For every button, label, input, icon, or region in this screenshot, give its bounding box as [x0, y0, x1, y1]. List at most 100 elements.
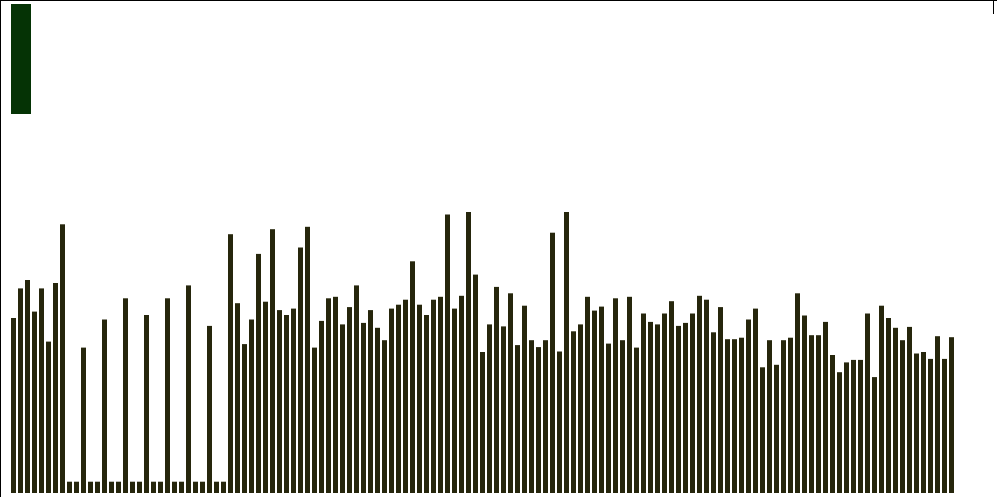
bar: [529, 340, 534, 493]
bar: [452, 308, 457, 493]
bar: [823, 321, 828, 493]
bar: [60, 224, 65, 494]
bar: [760, 367, 765, 493]
bar: [606, 343, 611, 493]
bar: [655, 324, 660, 493]
bar: [95, 481, 100, 493]
bar: [18, 288, 23, 493]
bar: [109, 481, 114, 493]
bar: [718, 307, 723, 493]
bar: [193, 481, 198, 493]
bar: [347, 307, 352, 493]
bar: [137, 481, 142, 493]
bar: [781, 340, 786, 493]
bar: [417, 304, 422, 493]
bar: [634, 347, 639, 493]
bar: [683, 322, 688, 493]
bar: [802, 315, 807, 493]
bar: [410, 261, 415, 493]
bar: [774, 364, 779, 493]
bar: [648, 321, 653, 493]
bar: [270, 229, 275, 493]
bar: [361, 322, 366, 493]
bar: [837, 372, 842, 493]
bar: [354, 285, 359, 493]
bar: [228, 234, 233, 493]
bar: [480, 352, 485, 493]
bar: [221, 481, 226, 493]
bar: [900, 340, 905, 493]
bar: [186, 285, 191, 493]
bar: [298, 247, 303, 493]
bar: [830, 355, 835, 493]
bar: [543, 340, 548, 493]
bar: [557, 351, 562, 493]
bar: [865, 313, 870, 493]
bar: [403, 299, 408, 493]
bar: [459, 295, 464, 493]
bar: [144, 315, 149, 493]
bar: [263, 301, 268, 493]
bar: [445, 214, 450, 493]
bar: [858, 359, 863, 493]
bar: [725, 339, 730, 493]
bar: [921, 352, 926, 493]
bar: [739, 337, 744, 493]
bar: [291, 308, 296, 493]
bar: [886, 318, 891, 493]
bar: [515, 345, 520, 493]
bar: [368, 310, 373, 493]
bar: [844, 362, 849, 493]
bar: [753, 308, 758, 493]
bar: [88, 481, 93, 493]
bar: [200, 481, 205, 493]
bar: [494, 286, 499, 493]
bar: [508, 293, 513, 493]
bar: [487, 324, 492, 493]
bar: [312, 347, 317, 493]
bar: [571, 331, 576, 493]
bar: [620, 340, 625, 493]
bar: [746, 319, 751, 493]
bar: [319, 320, 324, 493]
bar: [81, 347, 86, 493]
bar: [130, 481, 135, 493]
bar: [375, 327, 380, 493]
bar: [46, 341, 51, 493]
bar: [704, 299, 709, 493]
bar: [795, 293, 800, 493]
bar: [53, 283, 58, 493]
bar: [207, 325, 212, 493]
bar: [767, 340, 772, 493]
bar: [879, 305, 884, 493]
bar: [585, 296, 590, 493]
bar: [214, 481, 219, 493]
bar: [158, 481, 163, 493]
bar: [165, 298, 170, 493]
bar: [396, 304, 401, 493]
bar: [116, 481, 121, 493]
bar: [242, 344, 247, 493]
bar: [102, 319, 107, 493]
bar: [935, 336, 940, 493]
bar: [172, 481, 177, 493]
bar: [123, 298, 128, 493]
bar: [907, 326, 912, 493]
bar: [39, 288, 44, 493]
bar: [550, 232, 555, 493]
bar: [711, 332, 716, 493]
bar: [851, 359, 856, 493]
bar: [235, 303, 240, 493]
bar: [669, 301, 674, 493]
bar: [627, 296, 632, 493]
bar: [326, 298, 331, 493]
bar: [305, 226, 310, 494]
bar: [277, 310, 282, 493]
bar: [928, 358, 933, 493]
bar: [816, 335, 821, 493]
bar: [690, 313, 695, 493]
bar: [676, 325, 681, 493]
bar: [872, 377, 877, 493]
